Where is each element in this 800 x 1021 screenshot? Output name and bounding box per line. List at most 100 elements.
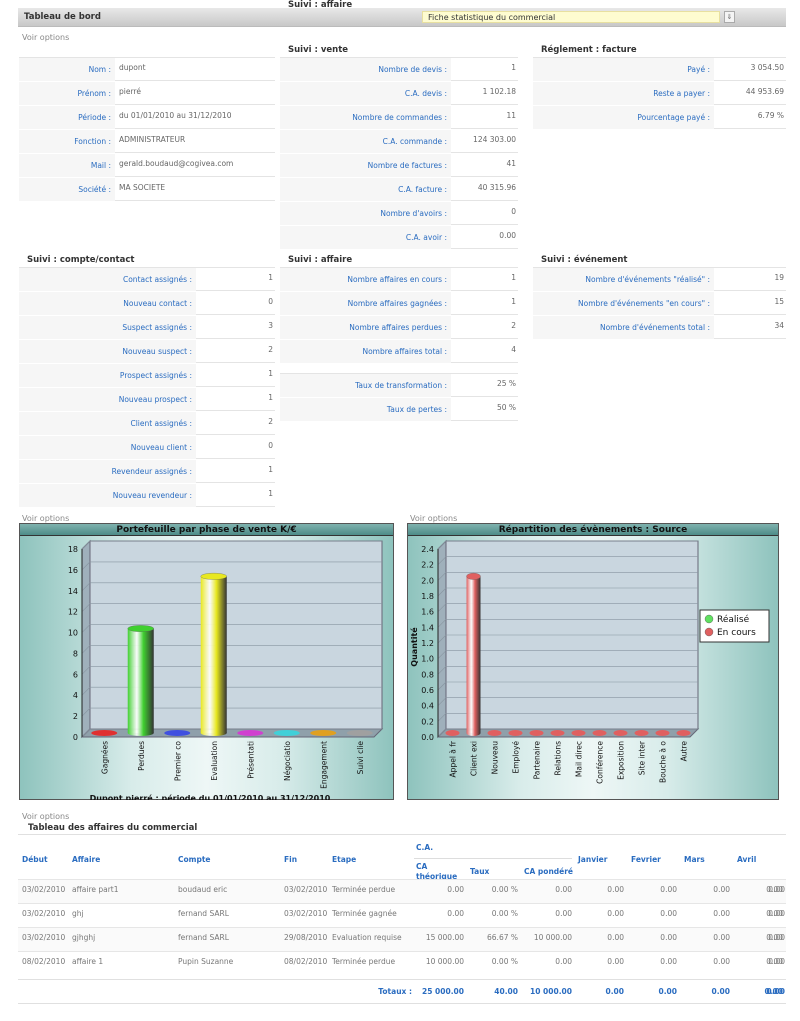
total-janvier: 0.00 — [605, 987, 624, 996]
chevron-down-icon[interactable]: ⇓ — [724, 11, 735, 23]
chart-gridline — [81, 666, 91, 675]
chart-category-label: Perdues — [137, 741, 146, 771]
compte-row: Client assignés : 2 — [19, 412, 275, 435]
profile-row: Prénom : pierré — [19, 82, 275, 105]
cell-affaire: gjhghj — [72, 933, 96, 942]
reglement-row: Pourcentage payé : 6.79 % — [533, 106, 786, 129]
compte-row: Prospect assignés : 1 — [19, 364, 275, 387]
col-header-ca-pondere: CA pondéré — [524, 867, 574, 876]
dashboard-select[interactable]: Fiche statistique du commercial — [422, 11, 720, 23]
profile-label: Nom : — [19, 58, 115, 81]
affaires-table-title: Tableau des affaires du commercial — [28, 823, 198, 833]
reglement-table: Payé : 3 054.50 Reste a payer : 44 953.69 Po… — [533, 57, 786, 129]
compte-label: Nouveau suspect : — [19, 340, 196, 363]
voir-options-link-table[interactable]: Voir options — [22, 812, 70, 821]
affaire-value: 25 % — [496, 379, 516, 388]
vente-value: 41 — [506, 159, 516, 168]
compte-label: Nouveau client : — [19, 436, 196, 459]
profile-value: dupont — [119, 63, 146, 72]
cell-taux: 66.67 % — [487, 933, 518, 942]
bar-en-cours — [508, 730, 523, 736]
profile-label: Fonction : — [19, 130, 115, 153]
bar-perdues — [127, 625, 154, 736]
bar-en-cours — [613, 730, 628, 736]
cell-debut: 03/02/2010 — [22, 909, 66, 918]
chart-tick-label: 1.0 — [421, 655, 434, 664]
voir-options-link[interactable]: Voir options — [22, 33, 70, 42]
profile-value: du 01/01/2010 au 31/12/2010 — [119, 111, 232, 120]
vente-row: C.A. commande : 124 303.00 — [280, 130, 518, 153]
chart-category-label: Nouveau — [491, 741, 500, 775]
cell-affaire: affaire part1 — [72, 885, 119, 894]
cell-debut: 03/02/2010 — [22, 885, 66, 894]
cell-debut: 03/02/2010 — [22, 933, 66, 942]
cell-extra: 0.00 — [768, 957, 785, 966]
compte-value: 2 — [268, 417, 273, 426]
cell-avril: 0.00 — [766, 957, 783, 966]
evenement-row: Nombre d'événements "réalisé" : 19 — [533, 268, 786, 291]
chart-floor — [80, 728, 384, 738]
vente-value: 0 — [511, 207, 516, 216]
profile-row: Nom : dupont — [19, 58, 275, 81]
cell-avril: 0.00 — [766, 933, 783, 942]
affaire-table: Taux de transformation : 25 % Taux de pert… — [280, 373, 518, 421]
total-ca-theorique: 25 000.00 — [422, 987, 464, 996]
cell-fin: 03/02/2010 — [284, 909, 328, 918]
vente-value: 11 — [506, 111, 516, 120]
chart-category-label: Suivi clie — [356, 741, 365, 775]
cell-taux: 0.00 % — [491, 957, 518, 966]
chart-gridline — [437, 634, 447, 644]
voir-options-link-chart2[interactable]: Voir options — [410, 514, 458, 523]
col-header-avril: Avril — [737, 855, 757, 864]
vente-value: 0.00 — [499, 231, 516, 240]
voir-options-link-chart1[interactable]: Voir options — [22, 514, 70, 523]
reglement-label: Payé : — [533, 58, 714, 81]
affaires-table: Début Affaire Compte Fin Etape C.A. CA théoriq… — [18, 834, 786, 1004]
chart-tick-label: 1.2 — [421, 639, 434, 648]
evenement-value: 19 — [774, 273, 784, 282]
chart-category-label: Evaluation — [210, 741, 219, 781]
compte-value: 3 — [268, 321, 273, 330]
chart-gridline — [437, 587, 447, 597]
vente-label: C.A. facture : — [280, 178, 451, 201]
cell-janvier: 0.00 — [607, 957, 624, 966]
vente-row: Nombre de devis : 1 — [280, 58, 518, 81]
cell-etape: Terminée gagnée — [332, 909, 397, 918]
reglement-value: 6.79 % — [757, 111, 784, 120]
profile-row: Société : MA SOCIETE — [19, 178, 275, 201]
chart-tick-label: 10 — [68, 629, 78, 638]
chart-category-label: Exposition — [617, 741, 626, 780]
reglement-value: 44 953.69 — [745, 87, 784, 96]
chart-gridline — [437, 681, 447, 691]
chart-gridline — [437, 650, 447, 659]
chart-category-label: Premier co — [173, 741, 182, 782]
chart-category-label: Relations — [554, 741, 563, 776]
chart-tick-label: 16 — [68, 566, 78, 575]
cell-etape: Terminée perdue — [332, 885, 396, 894]
vente-table: Nombre de devis : 1 C.A. devis : 1 102.18 No… — [280, 57, 518, 249]
compte-row: Nouveau revendeur : 1 — [19, 484, 275, 507]
bar-en-cours — [655, 730, 670, 736]
compte-label: Nouveau prospect : — [19, 388, 196, 411]
evenement-row: Nombre d'événements total : 34 — [533, 316, 786, 339]
cell-fevrier: 0.00 — [660, 909, 677, 918]
col-header-affaire: Affaire — [72, 855, 101, 864]
compte-table: Contact assignés : 1 Nouveau contact : 0 Sus… — [19, 267, 275, 507]
compte-label: Nouveau contact : — [19, 292, 196, 315]
vente-label: C.A. avoir : — [280, 226, 451, 249]
totals-label: Totaux : — [378, 987, 412, 996]
compte-label: Prospect assignés : — [19, 364, 196, 387]
vente-title: Suivi : vente — [288, 45, 349, 55]
vente-label: Nombre d'avoirs : — [280, 202, 451, 225]
col-header-janvier: Janvier — [578, 855, 608, 864]
reglement-label: Reste a payer : — [533, 82, 714, 105]
chart-category-label: Mail direc — [575, 741, 584, 777]
chart-tick-label: 2 — [73, 712, 78, 721]
chart-tick-label: 2.4 — [421, 545, 434, 554]
bar-engagement — [310, 730, 337, 736]
cell-fin: 08/02/2010 — [284, 957, 328, 966]
chart-gridline — [437, 572, 447, 581]
vente-row: C.A. devis : 1 102.18 — [280, 82, 518, 105]
vente-row: C.A. facture : 40 315.96 — [280, 178, 518, 201]
compte-value: 1 — [268, 465, 273, 474]
